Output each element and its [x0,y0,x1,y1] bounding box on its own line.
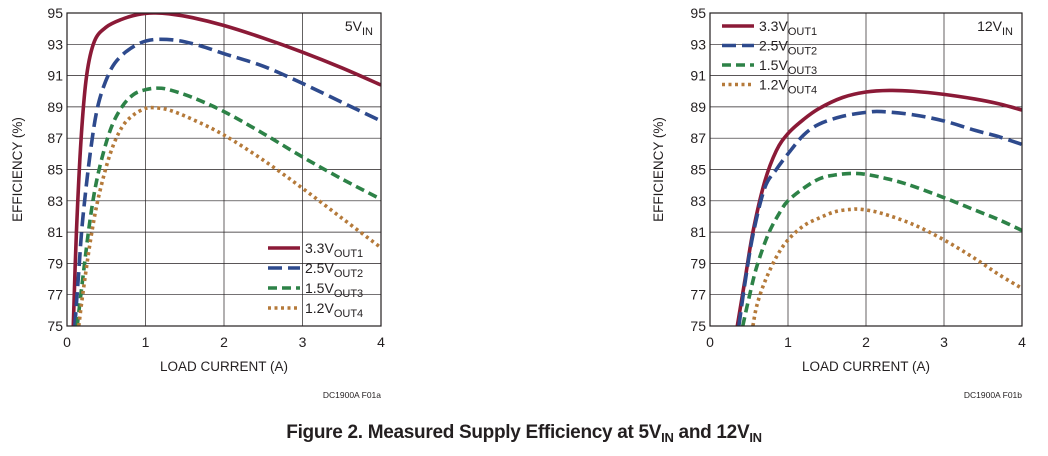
chart-a-figure-code: DC1900A F01a [323,390,381,400]
chart-a-xtick-label: 1 [142,334,150,350]
chart-a-legend-sub: OUT4 [334,308,363,320]
chart-a-xaxis-title: LOAD CURRENT (A) [160,359,288,374]
chart-b-ytick-label: 75 [690,318,706,334]
chart-b-series-out2-line [737,109,1022,326]
chart-b-legend-label-out4: 1.2VOUT4 [759,77,817,97]
chart-b-legend-label-out3: 1.5VOUT3 [759,57,817,77]
chart-b-legend-sub: OUT4 [788,85,817,97]
chart-a-legend-sub: OUT3 [334,288,363,300]
chart-b-inset-label: 12VIN [977,18,1013,38]
chart-b-ytick-label: 93 [690,36,706,52]
chart-b-ytick-label: 81 [690,224,706,240]
chart-a-xtick-label: 4 [377,334,385,350]
chart-b-legend-sub: OUT2 [788,46,817,58]
chart-b-yaxis-title: EFFICIENCY (%) [651,117,666,222]
chart-a-legend-name: 2.5V [305,260,334,276]
chart-a-legend-name: 1.2V [305,300,334,316]
chart-a-xtick-label: 2 [220,334,228,350]
chart-b-ytick-label: 77 [690,287,706,303]
chart-b-inset-sub: IN [1002,26,1013,38]
chart-a-ytick-label: 91 [47,68,63,84]
chart-a-ytick-label: 77 [47,287,63,303]
chart-a-ytick-label: 81 [47,224,63,240]
chart-a-legend-sub: OUT2 [334,268,363,280]
chart-a-legend-label-out1: 3.3VOUT1 [305,240,363,260]
chart-a-ytick-label: 79 [47,255,63,271]
chart-b-legend-sub: OUT3 [788,65,817,77]
chart-a-inset-main: 5V [345,18,363,34]
chart-a-legend-label-out3: 1.5VOUT3 [305,280,363,300]
chart-b-xtick-label: 0 [706,334,714,350]
chart-b-xtick-label: 1 [784,334,792,350]
chart-a-ytick-label: 89 [47,99,63,115]
chart-b-ytick-label: 89 [690,99,706,115]
chart-5vin-svg: 75 77 79 81 83 85 87 89 91 93 95 0 1 2 3 4 LOAD CURRENT … [10,5,385,400]
chart-b-ytick-label: 79 [690,255,706,271]
chart-a-ytick-label: 75 [47,318,63,334]
chart-b-legend-name: 1.2V [759,77,788,93]
chart-a-legend-label-out4: 1.2VOUT4 [305,300,363,320]
figure-caption: Figure 2. Measured Supply Efficiency at … [0,422,1048,445]
chart-b-xtick-label: 4 [1018,334,1026,350]
chart-a-legend-sub: OUT1 [334,248,363,260]
chart-b-legend-sub: OUT1 [788,26,817,38]
chart-b-legend-name: 1.5V [759,57,788,73]
chart-a-legend-name: 3.3V [305,240,334,256]
chart-b-figure-code: DC1900A F01b [964,390,1022,400]
caption-sub-2: IN [749,430,762,445]
chart-a-ytick-label: 83 [47,193,63,209]
chart-b-xaxis-title: LOAD CURRENT (A) [802,359,930,374]
chart-b-ytick-label: 91 [690,68,706,84]
chart-b-legend-label-out1: 3.3VOUT1 [759,18,817,38]
chart-a-ytick-label: 95 [47,5,63,21]
chart-b-series-out3-line [741,171,1022,326]
efficiency-chart-12vin: 75 77 79 81 83 85 87 89 91 93 95 0 1 2 3 4 LOAD CURRENT … [640,0,1048,410]
chart-a-legend-label-out2: 2.5VOUT2 [305,260,363,280]
caption-sub-1: IN [661,430,674,445]
chart-b-ytick-label: 85 [690,162,706,178]
chart-a-xtick-label: 3 [299,334,307,350]
efficiency-chart-5vin: 75 77 79 81 83 85 87 89 91 93 95 0 1 2 3 4 LOAD CURRENT … [0,0,400,410]
chart-b-series-out1-line [735,88,1022,326]
chart-b-ytick-label: 87 [690,130,706,146]
chart-a-legend-name: 1.5V [305,280,334,296]
chart-a-ytick-label: 93 [47,36,63,52]
chart-b-legend-name: 3.3V [759,18,788,34]
chart-b-plot-frame [709,12,1023,327]
chart-a-series-out1-line [71,13,381,326]
chart-a-inset-sub: IN [362,26,373,38]
caption-prefix: Figure 2. Measured Supply Efficiency at … [286,422,662,443]
chart-b-xtick-label: 2 [862,334,870,350]
chart-b-series-out4-line [751,207,1022,326]
chart-a-inset-label: 5VIN [345,18,373,38]
chart-a-series-out2-line [73,37,381,326]
chart-b-ytick-label: 95 [690,5,706,21]
chart-b-inset-main: 12V [977,18,1003,34]
chart-a-xtick-label: 0 [63,334,71,350]
chart-b-xtick-label: 3 [940,334,948,350]
caption-middle: and 12V [673,422,750,443]
chart-a-plot-frame [66,12,382,327]
chart-b-legend-name: 2.5V [759,38,788,54]
chart-b-ytick-label: 83 [690,193,706,209]
chart-a-yaxis-title: EFFICIENCY (%) [10,117,25,222]
chart-a-series-out3-line [75,86,381,326]
chart-a-ytick-label: 85 [47,162,63,178]
chart-a-ytick-label: 87 [47,130,63,146]
chart-12vin-svg: 75 77 79 81 83 85 87 89 91 93 95 0 1 2 3 4 LOAD CURRENT … [651,5,1026,400]
chart-b-legend-label-out2: 2.5VOUT2 [759,38,817,58]
